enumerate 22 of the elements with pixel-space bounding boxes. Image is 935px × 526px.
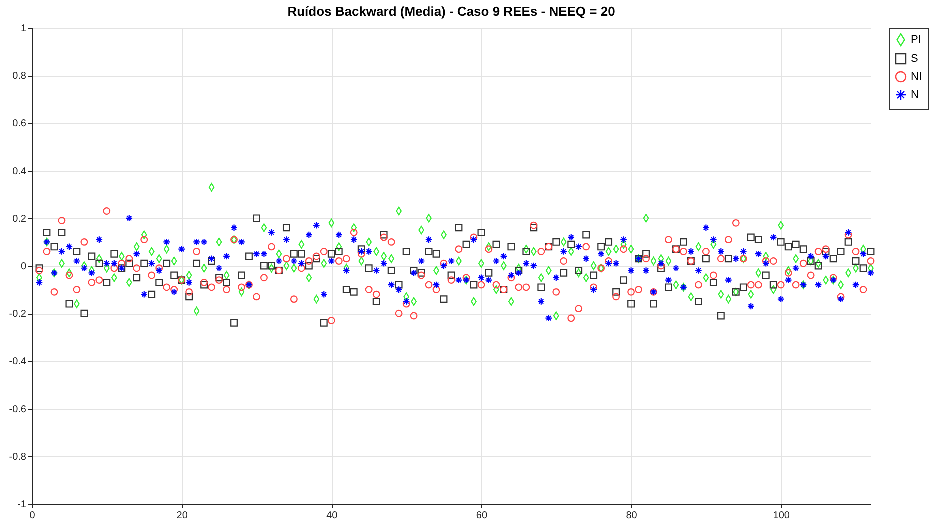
y-tick-label: -0.6 <box>9 404 27 416</box>
x-tick-label: 0 <box>30 510 36 522</box>
y-tick-label: -1 <box>18 500 27 510</box>
x-tick-label: 20 <box>176 510 188 522</box>
y-tick-label: -0.2 <box>9 309 27 320</box>
y-tick-label: 0.2 <box>12 214 27 225</box>
y-tick-label: 0.8 <box>12 71 27 82</box>
x-tick-label: 40 <box>326 510 338 522</box>
y-tick-label: 0.6 <box>12 118 27 130</box>
legend-label: N <box>911 89 919 101</box>
y-tick-label: -0.4 <box>9 356 27 368</box>
x-tick-label: 80 <box>626 510 638 522</box>
y-tick-label: -0.8 <box>9 452 27 463</box>
legend-label: PI <box>911 34 922 46</box>
y-tick-label: 0 <box>20 262 27 272</box>
legend-label: S <box>911 53 918 65</box>
x-tick-label: 100 <box>773 510 790 522</box>
chart-title: Ruídos Backward (Media) - Caso 9 REEs - NEEQ = 20 <box>288 4 616 19</box>
y-tick-label: 1 <box>20 24 27 34</box>
legend-label: NI <box>911 71 922 83</box>
x-tick-label: 60 <box>476 510 488 522</box>
y-tick-label: 0.4 <box>12 166 27 178</box>
